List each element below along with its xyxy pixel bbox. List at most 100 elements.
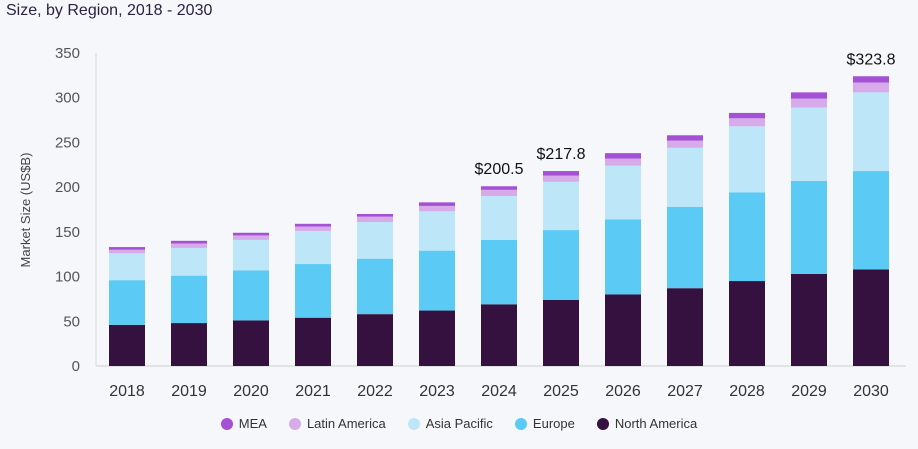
bar-segment-latin-america [791,98,827,108]
y-axis: 0 50 100 150 200 250 300 350 [55,45,97,375]
legend-swatch [407,417,420,430]
bar-segment-latin-america [171,243,207,248]
bar-segment-north-america [233,320,269,366]
y-tick-label: 300 [55,90,80,107]
legend-label: Latin America [306,416,386,431]
bar-segment-latin-america [233,235,269,240]
bar-segment-north-america [171,323,207,366]
bar-segment-mea [791,92,827,99]
bar-segment-north-america [605,294,641,366]
bar-segment-mea [295,223,331,227]
bar-segment-mea [729,112,765,119]
data-label: $217.8 [537,146,586,163]
y-tick-label: 200 [55,179,80,196]
y-tick-label: 0 [72,358,80,375]
bar-segment-asia-pacific [295,230,331,265]
bar-segment-mea [543,171,579,176]
bar-segment-europe [729,192,765,282]
bar-segment-europe [853,171,889,270]
bar-segment-europe [543,230,579,300]
y-tick-label: 150 [55,224,80,241]
x-tick-label: 2024 [481,383,517,400]
bar-segment-asia-pacific [233,239,269,271]
bar-segment-mea [357,213,393,217]
x-tick-label: 2022 [357,383,393,400]
y-axis-label: Market Size (US$B) [18,153,33,268]
y-tick-label: 100 [55,269,80,286]
bar-segment-europe [171,275,207,324]
x-axis: 2018 2019 2020 2021 2022 2023 2024 2025 2026 2027… [96,365,906,400]
bar-segment-asia-pacific [729,126,765,193]
bar-segment-asia-pacific [853,92,889,172]
bar-segment-mea [481,186,517,190]
x-tick-label: 2028 [729,383,765,400]
bar-segment-asia-pacific [109,253,145,281]
bar-segment-north-america [853,269,889,366]
bar-segment-latin-america [667,140,703,148]
bar-segment-europe [357,258,393,315]
bar-segment-asia-pacific [171,247,207,276]
bar-segment-latin-america [853,82,889,93]
x-tick-label: 2025 [543,383,579,400]
data-label: $323.8 [847,51,896,68]
bar-segment-europe [667,206,703,289]
bar-segment-latin-america [543,175,579,182]
bar-segment-asia-pacific [481,196,517,240]
bar-segment-mea [667,135,703,141]
bar-segment-europe [481,239,517,305]
x-tick-label: 2027 [667,383,703,400]
bar-segment-europe [109,280,145,325]
data-label: $200.5 [475,161,524,178]
bar-segment-latin-america [605,158,641,166]
bar-segment-north-america [481,304,517,366]
bar-segment-mea [233,232,269,236]
legend-swatch [596,417,609,430]
legend-label: Europe [532,416,575,431]
y-tick-label: 250 [55,134,80,151]
legend-label: Asia Pacific [425,416,493,431]
bar-segment-north-america [295,317,331,366]
bar-segment-mea [109,247,145,250]
x-tick-label: 2026 [605,383,641,400]
bar-segment-europe [605,219,641,295]
bar-segment-europe [791,180,827,274]
legend-item[interactable]: North America [596,416,698,431]
x-tick-label: 2020 [233,383,269,400]
bar-segment-north-america [667,288,703,366]
legend-swatch [514,417,527,430]
bar-segment-latin-america [419,205,455,212]
bar-segment-mea [605,153,641,159]
bar-segment-mea [419,202,455,206]
bar-segment-europe [295,264,331,318]
legend: MEA Latin America Asia Pacific Europe North … [0,416,918,431]
bar-segment-asia-pacific [667,147,703,207]
legend-item[interactable]: Latin America [288,416,386,431]
chart-title: Size, by Region, 2018 - 2030 [6,2,213,19]
legend-item[interactable]: MEA [220,416,267,431]
bar-segment-asia-pacific [791,107,827,181]
bar-segment-north-america [543,299,579,366]
bar-segment-north-america [419,310,455,366]
legend-item[interactable]: Europe [514,416,575,431]
bar-segment-asia-pacific [419,211,455,251]
bar-segment-europe [233,270,269,321]
y-tick-label: 350 [55,45,80,62]
x-tick-label: 2019 [171,383,207,400]
data-labels-group: $200.5 $217.8 $323.8 [475,51,896,178]
bar-segment-mea [171,240,207,244]
bar-segment-asia-pacific [357,222,393,259]
legend-item[interactable]: Asia Pacific [407,416,493,431]
legend-label: North America [614,416,698,431]
bar-segment-north-america [109,324,145,366]
x-tick-label: 2021 [295,383,331,400]
bar-segment-latin-america [295,226,331,231]
x-tick-label: 2018 [109,383,145,400]
bar-segment-latin-america [729,118,765,127]
x-tick-label: 2023 [419,383,455,400]
bar-segment-latin-america [357,216,393,223]
bar-segment-asia-pacific [543,181,579,231]
x-tick-label: 2030 [853,383,889,400]
legend-label: MEA [238,416,267,431]
bar-segment-north-america [791,273,827,366]
